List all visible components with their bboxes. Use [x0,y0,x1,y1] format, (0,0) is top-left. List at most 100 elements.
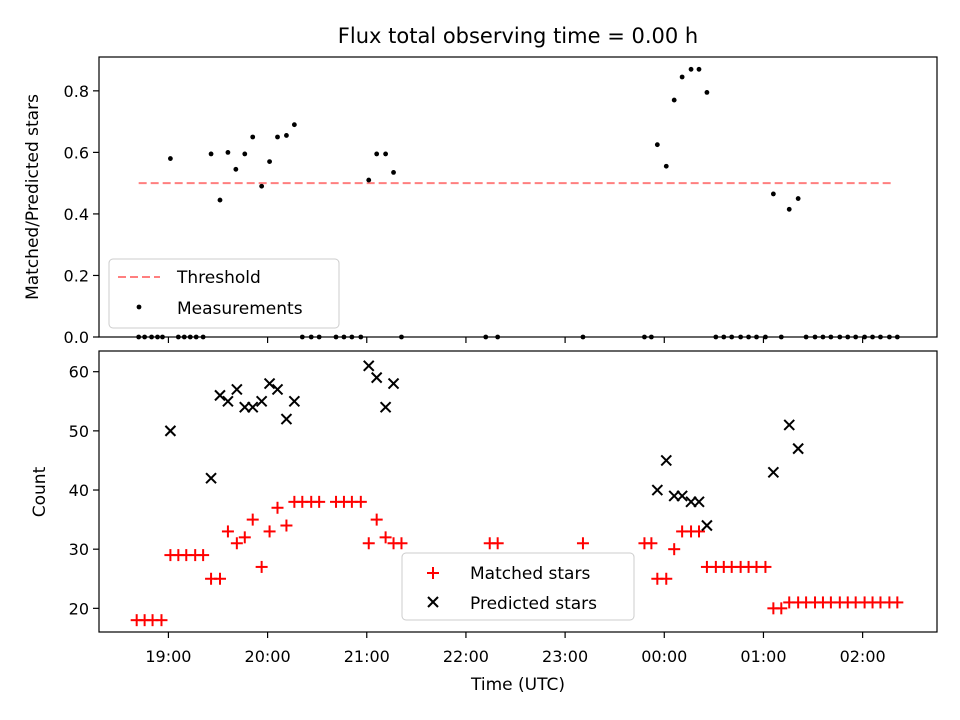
matched-stars-point [775,602,788,615]
measurement-point [580,334,586,340]
matched-stars-point [213,572,226,585]
matched-stars-point [645,537,658,550]
measurement-point [679,74,685,80]
y-tick-label: 0.8 [64,82,89,101]
x-stroke-b [231,383,243,396]
measurement-point [155,334,160,340]
measurement-point [862,334,868,340]
predicted-stars-point [783,419,795,431]
measurement-point [267,159,272,165]
x-tick-label: 01:00 [740,647,786,666]
x-tick-label: 21:00 [344,647,390,666]
measurement-point [399,334,404,340]
legend-predicted-label: Predicted stars [470,594,597,614]
x-stroke-b [660,454,672,467]
measurement-point [870,334,875,340]
ratio-panel: 0.00.20.40.60.8 Matched/Predicted stars … [23,56,938,347]
count-x-axis: 19:00 20:00 21:00 22:00 23:00 00:00 01:00 02:00 [145,632,886,666]
measurement-point [894,334,900,340]
measurement-point [391,169,396,175]
x-stroke-b [370,371,383,384]
matched-stars-point [230,537,243,550]
predicted-stars-point [701,519,713,532]
measurement-point [168,156,173,161]
measurement-point [820,334,826,340]
matched-stars-point [759,560,772,573]
predicted-stars-point [164,425,177,437]
measurement-point [374,151,380,157]
measurement-point [193,334,199,340]
measurement-point [316,334,322,340]
x-stroke-b [222,395,234,407]
ratio-panel-frame [98,56,938,338]
measurement-point [259,183,265,189]
measurement-point [136,334,142,340]
x-stroke-b [164,425,177,437]
predicted-stars-point [288,395,301,407]
x-stroke-b [280,413,293,425]
count-y-axis-label: Count [30,466,50,517]
predicted-stars-point [205,472,217,484]
measurement-point [812,334,818,340]
measurement-point [770,191,776,197]
y-tick-label: 0.0 [64,328,89,347]
measurement-point [853,334,859,340]
measurement-point [778,334,784,340]
count-x-axis-label: Time (UTC) [470,675,565,695]
legend-measurements-swatch [136,304,142,310]
measurement-point [642,334,647,340]
measurement-point [291,122,297,128]
predicted-stars-point [693,496,705,508]
x-stroke-b [214,389,226,402]
predicted-stars-point [271,383,284,396]
measurement-point [187,334,193,340]
measurement-point [688,66,694,72]
ratio-marks [136,66,900,340]
count-legend: Matched stars Predicted stars [401,552,635,621]
measurement-point [160,334,165,340]
measurement-point [671,97,677,103]
matched-stars-point [197,549,210,562]
y-tick-label: 0.6 [64,143,89,162]
measurement-point [763,334,768,340]
measurement-point [878,334,883,340]
x-stroke-b [387,377,400,390]
legend-matched-swatch [427,567,439,579]
x-tick-label: 22:00 [443,647,489,666]
count-marks [130,360,904,627]
matched-stars-point [271,501,284,514]
matched-stars-point [263,525,276,538]
matched-stars-point [395,537,408,550]
measurement-point [828,334,834,340]
measurement-point [366,177,372,183]
predicted-stars-point [370,371,383,384]
measurement-point [704,89,710,95]
x-stroke-b [247,401,259,413]
matched-stars-point [692,525,705,538]
matched-stars-point [155,614,168,627]
predicted-stars-point [363,360,375,372]
measurement-point [242,151,248,157]
x-stroke-b [783,419,795,431]
x-tick-label: 23:00 [542,647,588,666]
legend-threshold-label: Threshold [176,268,261,288]
predicted-stars-point [651,484,664,496]
count-legend-box [401,552,635,621]
matched-stars-point [362,537,375,550]
y-tick-label: 50 [69,422,89,441]
legend-matched-label: Matched stars [470,564,590,584]
measurement-point [383,151,389,157]
legend-measurements-label: Measurements [177,299,303,319]
measurement-point [754,334,759,340]
measurement-point [181,334,187,340]
x-stroke-b [701,519,713,532]
matched-stars-point [891,596,904,609]
y-tick-label: 20 [69,599,89,618]
x-stroke-b [205,472,217,484]
measurement-point [341,334,347,340]
measurement-point [208,151,214,157]
measurement-point [837,334,843,340]
matched-stars-point [370,513,383,526]
measurement-point [217,197,223,203]
predicted-stars-point [767,466,780,478]
